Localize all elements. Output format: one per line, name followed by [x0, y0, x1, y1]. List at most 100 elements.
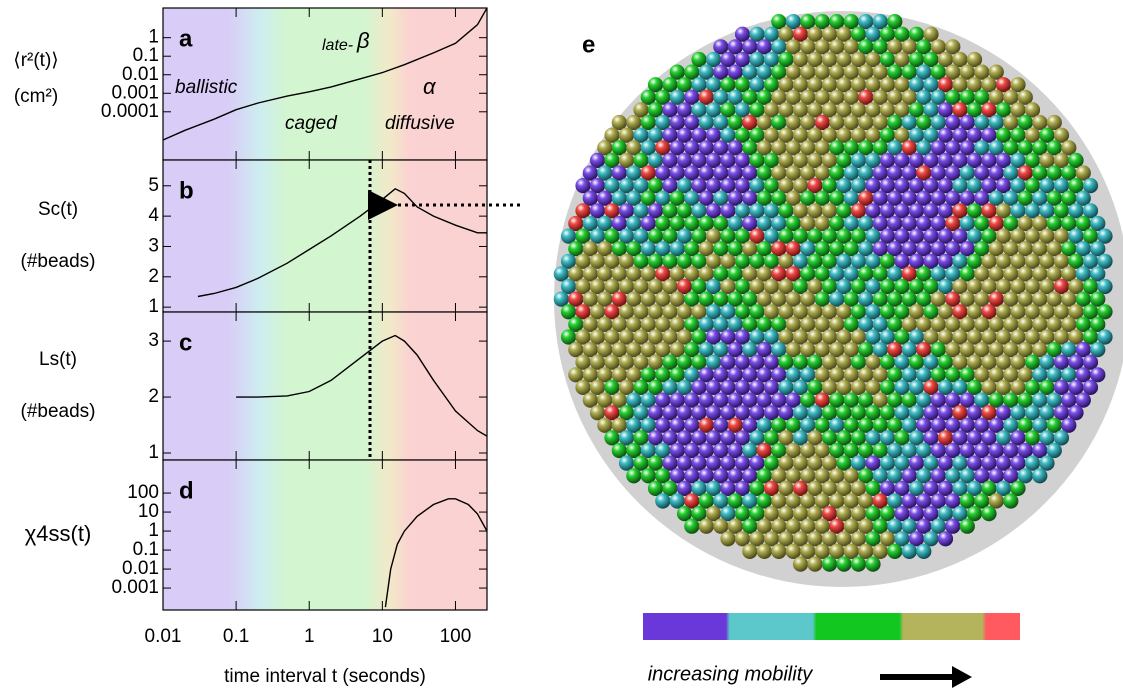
- bead: [836, 51, 852, 68]
- bead: [865, 329, 881, 345]
- bead: [669, 493, 685, 509]
- bead: [988, 215, 1004, 232]
- bead: [626, 165, 642, 181]
- panel: 1 2 3 4 5 b Sc(t) (#beads): [21, 159, 488, 317]
- bead: [836, 304, 852, 320]
- bead: [756, 215, 772, 232]
- bead: [749, 304, 765, 320]
- bead: [727, 392, 743, 408]
- bead: [923, 228, 939, 244]
- bead: [1010, 278, 1026, 295]
- bead: [597, 215, 613, 232]
- bead: [669, 468, 685, 484]
- bead: [908, 228, 925, 244]
- bead: [966, 278, 983, 295]
- bead: [691, 228, 707, 244]
- bead: [691, 354, 707, 370]
- bead: [684, 316, 700, 332]
- bead: [1024, 379, 1041, 395]
- bead: [785, 215, 801, 232]
- bead: [836, 455, 852, 471]
- bead: [763, 77, 780, 93]
- bead: [966, 253, 983, 269]
- bead: [1010, 405, 1026, 421]
- bead: [713, 518, 729, 534]
- bead: [727, 241, 743, 257]
- bead: [1053, 430, 1070, 446]
- bead: [662, 278, 678, 295]
- bead: [756, 64, 772, 80]
- bead: [966, 505, 983, 522]
- bead: [633, 354, 649, 370]
- bead: [713, 165, 729, 181]
- bead: [1061, 140, 1077, 156]
- bead: [908, 152, 925, 168]
- bead: [1032, 140, 1048, 156]
- bead: [836, 379, 852, 395]
- bead: [988, 392, 1004, 408]
- bead: [894, 26, 910, 42]
- bead: [582, 342, 598, 358]
- bead: [814, 493, 830, 509]
- bead: [727, 89, 743, 105]
- bead: [981, 405, 997, 421]
- bead: [560, 278, 577, 295]
- bead: [742, 518, 758, 534]
- bead: [836, 152, 852, 168]
- bead: [829, 291, 845, 307]
- bead: [858, 39, 874, 55]
- bead: [785, 165, 801, 181]
- bead: [705, 127, 722, 143]
- bead: [1053, 178, 1070, 194]
- bead: [1010, 329, 1026, 345]
- bead: [865, 405, 881, 421]
- bead: [691, 455, 707, 471]
- bead: [633, 304, 649, 320]
- bead: [1082, 354, 1099, 370]
- bead: [850, 26, 867, 42]
- bead: [836, 505, 852, 522]
- bead: [923, 329, 939, 345]
- bead: [829, 190, 845, 206]
- bead: [901, 342, 917, 358]
- annotation: ballistic: [175, 77, 238, 98]
- bead: [771, 165, 787, 181]
- bead: [1068, 228, 1084, 244]
- bead: [858, 342, 874, 358]
- bead: [807, 228, 823, 244]
- bead: [713, 367, 729, 383]
- bead: [1003, 241, 1019, 257]
- bead: [756, 468, 772, 484]
- bead: [778, 329, 794, 345]
- bead: [705, 51, 722, 68]
- bead: [872, 140, 888, 156]
- bead: [807, 253, 823, 269]
- bead: [836, 127, 852, 143]
- bead: [850, 102, 867, 118]
- bead: [655, 468, 671, 484]
- bead: [734, 228, 751, 244]
- bead: [814, 468, 830, 484]
- y-tick-label: 0.1: [133, 45, 159, 66]
- y-tick-label: 0.01: [122, 64, 159, 85]
- bead: [734, 405, 751, 421]
- bead: [597, 165, 613, 181]
- bead: [974, 392, 990, 408]
- bead: [771, 518, 787, 534]
- bead: [937, 152, 954, 168]
- bead: [995, 228, 1012, 244]
- bead: [626, 417, 642, 433]
- bead: [698, 190, 714, 206]
- bead: [792, 77, 809, 93]
- bead: [807, 102, 823, 118]
- bead: [872, 392, 888, 408]
- bead: [952, 228, 968, 244]
- bead: [945, 114, 961, 131]
- bead: [763, 354, 780, 370]
- bead: [633, 405, 649, 421]
- bead: [821, 379, 838, 395]
- bead: [901, 392, 917, 408]
- bead: [807, 26, 823, 42]
- y-tick-label: 1: [148, 27, 159, 48]
